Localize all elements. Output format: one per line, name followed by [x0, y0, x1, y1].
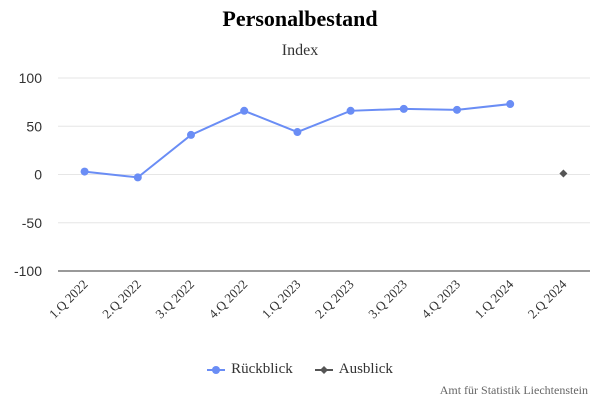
legend-swatch-circle-icon: [207, 363, 226, 377]
data-point[interactable]: [293, 128, 302, 137]
legend-item-rueckblick[interactable]: Rückblick: [207, 361, 293, 378]
legend: Rückblick Ausblick: [0, 361, 600, 378]
credit-text: Amt für Statistik Liechtenstein: [439, 383, 588, 397]
legend-swatch-diamond-icon: [314, 363, 333, 377]
data-point[interactable]: [80, 167, 89, 176]
legend-label: Rückblick: [231, 361, 293, 377]
x-tick-label: 4.Q 2023: [418, 277, 463, 322]
data-point[interactable]: [187, 130, 195, 139]
data-point[interactable]: [399, 104, 408, 113]
x-tick-label: 2.Q 2022: [99, 277, 144, 322]
data-point[interactable]: [453, 105, 461, 114]
data-point[interactable]: [346, 106, 355, 115]
data-point[interactable]: [133, 173, 142, 182]
chart-title: Personalbestand: [222, 6, 378, 31]
chart-subtitle: Index: [281, 42, 319, 59]
series-line: [84, 103, 511, 179]
data-point[interactable]: [240, 106, 249, 115]
x-tick-label: 4.Q 2022: [205, 277, 250, 322]
data-point[interactable]: [559, 169, 568, 178]
data-point[interactable]: [506, 100, 515, 109]
y-tick-label: 0: [34, 167, 42, 183]
y-tick-label: 50: [26, 118, 42, 134]
legend-label: Ausblick: [338, 361, 393, 377]
x-tick-label: 1.Q 2024: [471, 276, 516, 321]
legend-item-ausblick[interactable]: Ausblick: [314, 361, 393, 378]
x-tick-label: 3.Q 2022: [152, 277, 197, 322]
x-tick-label: 1.Q 2022: [46, 277, 91, 322]
y-tick-label: -100: [14, 263, 42, 279]
y-tick-label: 100: [19, 70, 43, 86]
x-tick-label: 2.Q 2023: [312, 277, 357, 322]
x-tick-label: 1.Q 2023: [259, 277, 304, 322]
x-tick-label: 3.Q 2023: [365, 277, 410, 322]
y-tick-label: -50: [22, 215, 42, 231]
x-tick-label: 2.Q 2024: [525, 276, 570, 321]
